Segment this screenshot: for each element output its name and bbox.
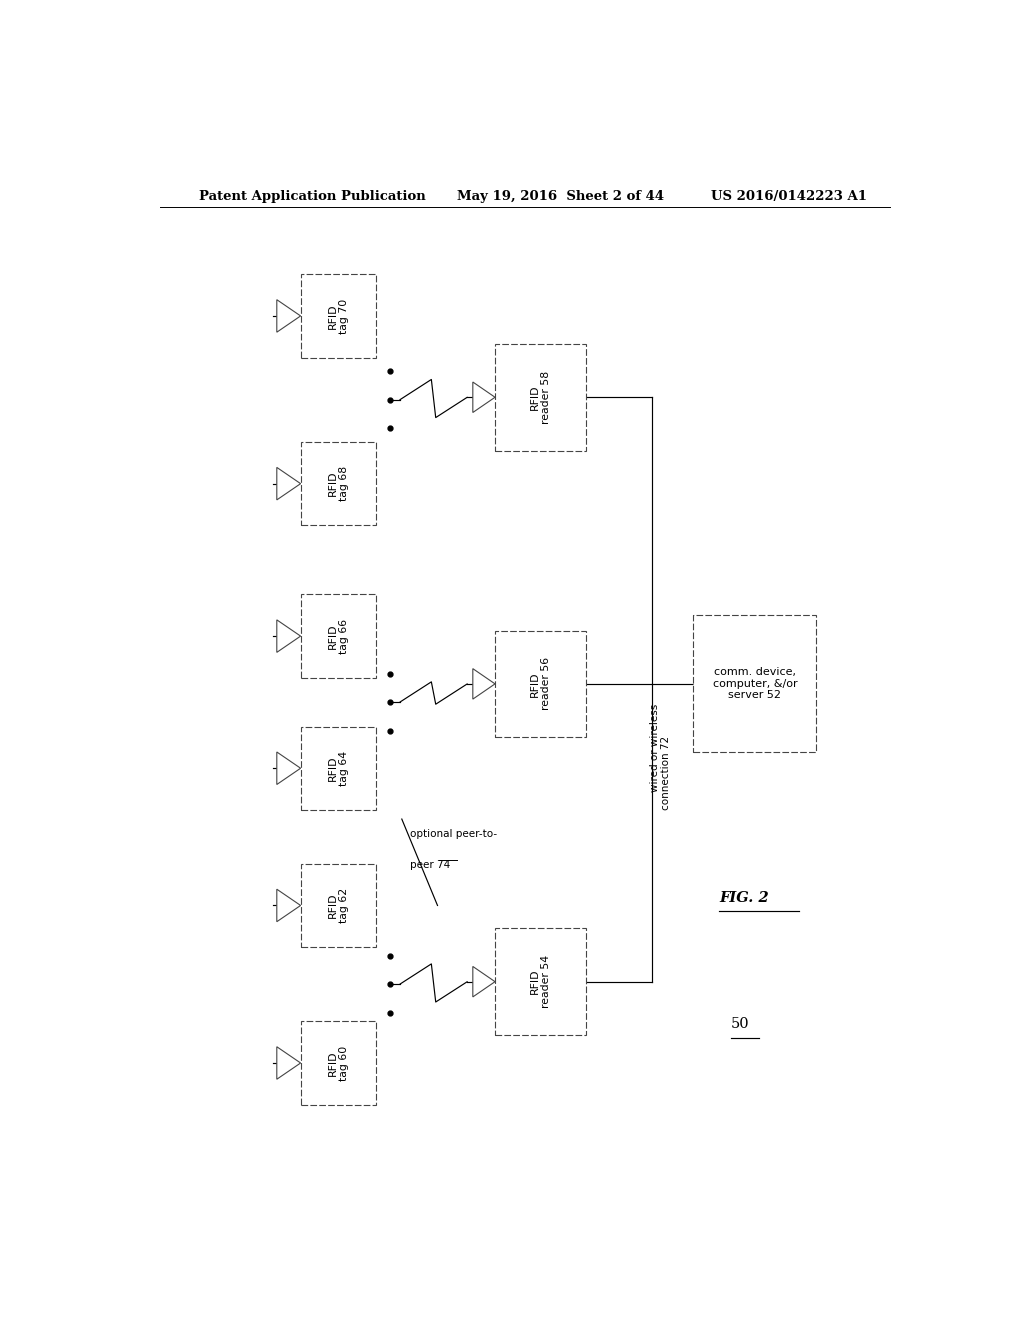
Text: RFID
reader 58: RFID reader 58 — [529, 371, 552, 424]
Text: US 2016/0142223 A1: US 2016/0142223 A1 — [712, 190, 867, 202]
Polygon shape — [473, 381, 495, 412]
Polygon shape — [276, 620, 301, 652]
Text: RFID
reader 54: RFID reader 54 — [529, 956, 552, 1008]
Text: Patent Application Publication: Patent Application Publication — [200, 190, 426, 202]
Polygon shape — [276, 467, 301, 500]
Text: RFID
tag 66: RFID tag 66 — [328, 619, 349, 653]
Text: FIG. 2: FIG. 2 — [719, 891, 769, 906]
FancyBboxPatch shape — [301, 275, 376, 358]
Text: May 19, 2016  Sheet 2 of 44: May 19, 2016 Sheet 2 of 44 — [458, 190, 665, 202]
Polygon shape — [276, 752, 301, 784]
FancyBboxPatch shape — [301, 863, 376, 948]
Text: 50: 50 — [731, 1018, 750, 1031]
Text: RFID
tag 62: RFID tag 62 — [328, 888, 349, 923]
FancyBboxPatch shape — [301, 442, 376, 525]
Text: connection 72: connection 72 — [662, 737, 672, 810]
Text: RFID
reader 56: RFID reader 56 — [529, 657, 552, 710]
FancyBboxPatch shape — [495, 631, 587, 738]
Text: peer 74: peer 74 — [410, 859, 450, 870]
FancyBboxPatch shape — [495, 928, 587, 1035]
Text: RFID
tag 70: RFID tag 70 — [328, 298, 349, 334]
FancyBboxPatch shape — [693, 615, 816, 752]
Text: comm. device,
computer, &/or
server 52: comm. device, computer, &/or server 52 — [713, 668, 798, 701]
Text: optional peer-to-: optional peer-to- — [410, 829, 497, 840]
Text: RFID
tag 64: RFID tag 64 — [328, 751, 349, 785]
Text: RFID
tag 60: RFID tag 60 — [328, 1045, 349, 1081]
FancyBboxPatch shape — [495, 345, 587, 450]
Polygon shape — [276, 890, 301, 921]
FancyBboxPatch shape — [301, 1022, 376, 1105]
Text: RFID
tag 68: RFID tag 68 — [328, 466, 349, 502]
Polygon shape — [276, 1047, 301, 1080]
Polygon shape — [276, 300, 301, 333]
Polygon shape — [473, 966, 495, 997]
Text: wired or wireless: wired or wireless — [650, 704, 660, 792]
Polygon shape — [473, 669, 495, 700]
FancyBboxPatch shape — [301, 726, 376, 810]
FancyBboxPatch shape — [301, 594, 376, 677]
